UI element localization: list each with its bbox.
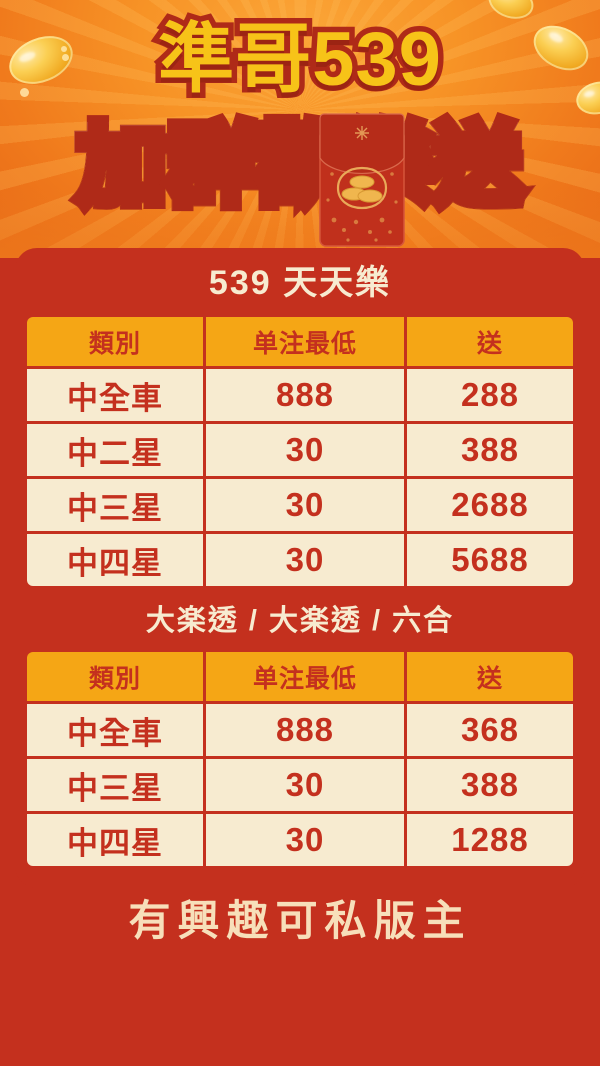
table-row: 中三星 30 2688 bbox=[27, 479, 573, 531]
sparkle-decoration bbox=[62, 54, 69, 61]
column-header-bonus: 送 bbox=[407, 317, 573, 366]
column-header-type: 類別 bbox=[27, 317, 203, 366]
table-row: 中二星 30 388 bbox=[27, 424, 573, 476]
section-title-539: 539 天天樂 bbox=[208, 264, 392, 302]
table-header-row: 類別 单注最低 送 bbox=[27, 317, 573, 366]
table-header-row: 類別 单注最低 送 bbox=[27, 652, 573, 701]
title-line-secondary-outline: 加群歡樂送 bbox=[0, 115, 600, 216]
table-row: 中四星 30 1288 bbox=[27, 814, 573, 866]
red-envelope-icon bbox=[318, 112, 406, 248]
cell-bonus: 1288 bbox=[407, 814, 573, 866]
cell-bonus: 388 bbox=[407, 759, 573, 811]
cell-bonus: 388 bbox=[407, 424, 573, 476]
cell-min: 888 bbox=[206, 369, 404, 421]
cell-min: 30 bbox=[206, 814, 404, 866]
cell-type: 中三星 bbox=[27, 479, 203, 531]
column-header-min: 单注最低 bbox=[206, 317, 404, 366]
sparkle-decoration bbox=[20, 88, 29, 97]
cell-min: 30 bbox=[206, 534, 404, 586]
column-header-type: 類別 bbox=[27, 652, 203, 701]
hero-banner bbox=[0, 0, 600, 258]
table-row: 中全車 888 288 bbox=[27, 369, 573, 421]
cell-bonus: 368 bbox=[407, 704, 573, 756]
table-row: 中三星 30 388 bbox=[27, 759, 573, 811]
cell-type: 中全車 bbox=[27, 369, 203, 421]
title-line-primary: 準哥539 bbox=[153, 16, 447, 103]
table-row: 中四星 30 5688 bbox=[27, 534, 573, 586]
cell-min: 30 bbox=[206, 479, 404, 531]
hero-fade-overlay bbox=[0, 188, 600, 258]
prize-table-539: 類別 单注最低 送 中全車 888 288 中二星 30 388 中三星 bbox=[24, 314, 576, 589]
call-to-action-text: 有興趣可私版主 bbox=[128, 897, 472, 944]
cell-min: 30 bbox=[206, 759, 404, 811]
cell-bonus: 288 bbox=[407, 369, 573, 421]
table-row: 中全車 888 368 bbox=[27, 704, 573, 756]
column-header-bonus: 送 bbox=[407, 652, 573, 701]
cell-type: 中二星 bbox=[27, 424, 203, 476]
cell-min: 888 bbox=[206, 704, 404, 756]
cell-bonus: 5688 bbox=[407, 534, 573, 586]
cell-min: 30 bbox=[206, 424, 404, 476]
cell-type: 中三星 bbox=[27, 759, 203, 811]
section-title-lotto: 大楽透 / 大楽透 / 六合 bbox=[145, 605, 455, 637]
cell-type: 中全車 bbox=[27, 704, 203, 756]
sparkle-decoration bbox=[61, 46, 67, 52]
column-header-min: 单注最低 bbox=[206, 652, 404, 701]
cell-bonus: 2688 bbox=[407, 479, 573, 531]
cell-type: 中四星 bbox=[27, 534, 203, 586]
title-line-secondary: 加群歡樂送 bbox=[0, 116, 600, 216]
prize-panel: 539 天天樂 類別 单注最低 送 中全車 888 288 中二星 30 bbox=[15, 248, 585, 888]
cell-type: 中四星 bbox=[27, 814, 203, 866]
prize-table-lotto: 類別 单注最低 送 中全車 888 368 中三星 30 388 中四星 bbox=[24, 649, 576, 869]
